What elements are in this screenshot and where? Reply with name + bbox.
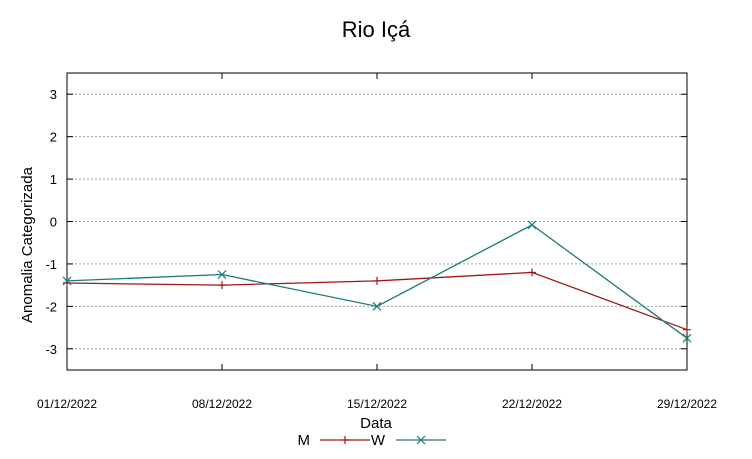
data-point-m: [528, 268, 536, 277]
data-point-w: [62, 276, 72, 286]
y-tick-label: -3: [45, 342, 57, 357]
series-m: [63, 268, 691, 334]
data-point-w: [217, 270, 227, 279]
data-point-w: [682, 333, 692, 343]
y-tick-label: -1: [45, 257, 57, 272]
y-tick-label: 1: [50, 172, 57, 187]
y-tick-label: 0: [50, 215, 57, 230]
legend-marker: [341, 436, 349, 444]
data-point-m: [218, 281, 226, 290]
series-group: [62, 220, 692, 343]
legend-label: W: [371, 432, 386, 449]
y-tick-label: 2: [50, 130, 57, 145]
x-tick-label: 08/12/2022: [192, 397, 252, 411]
x-axis-label: Data: [360, 415, 392, 432]
y-axis-label: Anomalia Categorizada: [19, 166, 36, 323]
grid: [67, 93, 687, 350]
chart-title: Rio Içá: [342, 17, 411, 42]
legend-marker: [416, 435, 426, 445]
data-point-w: [372, 301, 382, 311]
legend-label: M: [298, 432, 311, 449]
y-axis: 3 2 1 0 -1 -2 -3: [45, 87, 687, 357]
x-tick-label: 22/12/2022: [502, 397, 562, 411]
y-tick-label: -2: [45, 299, 57, 314]
data-point-m: [683, 325, 691, 334]
x-tick-label: 15/12/2022: [347, 397, 407, 411]
x-tick-label: 29/12/2022: [657, 397, 717, 411]
data-point-m: [373, 276, 381, 285]
data-point-w: [527, 220, 537, 230]
x-tick-label: 01/12/2022: [37, 397, 97, 411]
y-tick-label: 3: [50, 87, 57, 102]
x-axis: 01/12/2022 08/12/2022 15/12/2022 22/12/2022…: [37, 73, 717, 411]
series-w: [62, 220, 692, 343]
